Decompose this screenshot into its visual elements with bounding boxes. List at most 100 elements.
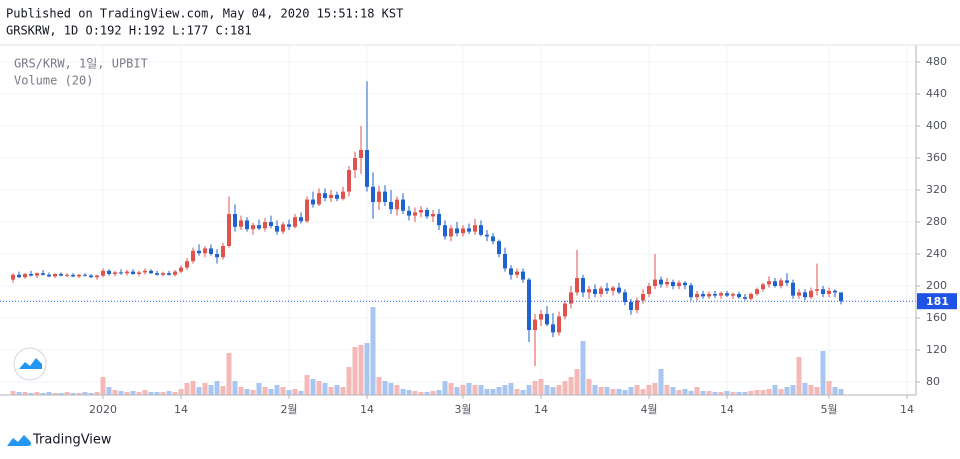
volume-bar (214, 381, 220, 395)
candle-body (317, 193, 322, 205)
candle-body (119, 272, 124, 274)
volume-bar (664, 385, 670, 395)
candle-body (395, 199, 400, 210)
candle-body (551, 324, 556, 333)
volume-bar (628, 387, 634, 395)
volume-bar (808, 385, 814, 395)
candle-body (497, 241, 502, 254)
volume-bar (484, 389, 490, 395)
volume-bar (202, 383, 208, 395)
candle-body (23, 274, 28, 278)
candle-body (227, 214, 232, 246)
volume-bar (238, 387, 244, 395)
x-tick-label: 4월 (640, 403, 657, 416)
candle-body (503, 254, 508, 269)
candle-body (179, 267, 184, 272)
volume-bar (220, 386, 226, 395)
volume-bar (370, 307, 376, 395)
volume-bar (754, 390, 760, 395)
candle-body (299, 217, 304, 222)
volume-bar (22, 392, 28, 395)
volume-bar (226, 353, 232, 395)
published-line: Published on TradingView.com, May 04, 20… (6, 7, 403, 21)
volume-bar (616, 389, 622, 395)
candle-body (683, 282, 688, 286)
x-tick-label: 14 (900, 403, 914, 416)
grid (0, 45, 916, 395)
volume-bar (88, 393, 94, 395)
candle-body (443, 225, 448, 237)
volume-bar (490, 389, 496, 395)
candle-body (557, 316, 562, 333)
volume-bar (94, 392, 100, 395)
volume-bar (670, 387, 676, 395)
candle-body (65, 274, 70, 276)
x-tick-label: 14 (720, 403, 734, 416)
volume-bar (472, 385, 478, 395)
candle-body (167, 273, 172, 275)
volume-bar (574, 369, 580, 395)
candle-body (383, 191, 388, 202)
volume-bar (544, 385, 550, 395)
candle-body (821, 289, 826, 294)
volume-bar (184, 383, 190, 395)
volume-bar (424, 392, 430, 395)
brand-text: TradingView (32, 433, 112, 448)
volume-bar (634, 385, 640, 395)
volume-bar (52, 393, 58, 395)
candle-body (221, 246, 226, 258)
volume-bar (478, 385, 484, 395)
x-tick-label: 2월 (280, 403, 297, 416)
volume-bar (82, 392, 88, 395)
candle-body (125, 271, 130, 274)
candle-body (509, 268, 514, 275)
candle-body (719, 293, 724, 296)
candle-body (155, 273, 160, 275)
volume-bar (274, 385, 280, 395)
volume-bar (442, 381, 448, 395)
volume-bar (784, 387, 790, 395)
candle-body (485, 234, 490, 237)
volume-bar (16, 392, 22, 395)
candle-body (623, 292, 628, 302)
volume-bar (796, 357, 802, 395)
volume-bar (532, 381, 538, 395)
volume-bar (328, 387, 334, 395)
candle-body (563, 303, 568, 317)
candle-body (275, 226, 280, 232)
volume-bar (178, 389, 184, 395)
candle-body (35, 273, 40, 276)
candle-body (431, 214, 436, 217)
volume-bar (652, 383, 658, 395)
candle-body (581, 278, 586, 293)
candle-body (143, 270, 148, 273)
candle-body (533, 319, 538, 330)
volume-bar (10, 391, 16, 395)
candle-body (29, 274, 34, 276)
volume-bar (358, 345, 364, 395)
candle-body (641, 294, 646, 301)
volume-bar (748, 391, 754, 395)
volume-pane (10, 307, 844, 395)
volume-bar (412, 391, 418, 395)
volume-bar (316, 381, 322, 395)
volume-bar (460, 385, 466, 395)
volume-bar (766, 389, 772, 395)
volume-bar (190, 381, 196, 395)
candle-body (521, 271, 526, 280)
volume-bar (520, 390, 526, 395)
volume-bar (196, 387, 202, 395)
candle-body (701, 294, 706, 297)
volume-bar (676, 390, 682, 395)
ohlc-legend: GRSKRW, 1D O:192 H:192 L:177 C:181 (6, 24, 252, 38)
candle-body (293, 217, 298, 227)
x-tick-label: 5월 (820, 403, 837, 416)
candle-body (437, 214, 442, 226)
candle-body (599, 288, 604, 294)
volume-bar (688, 391, 694, 395)
candle-body (95, 275, 100, 278)
volume-bar (352, 347, 358, 395)
candle-body (449, 228, 454, 237)
